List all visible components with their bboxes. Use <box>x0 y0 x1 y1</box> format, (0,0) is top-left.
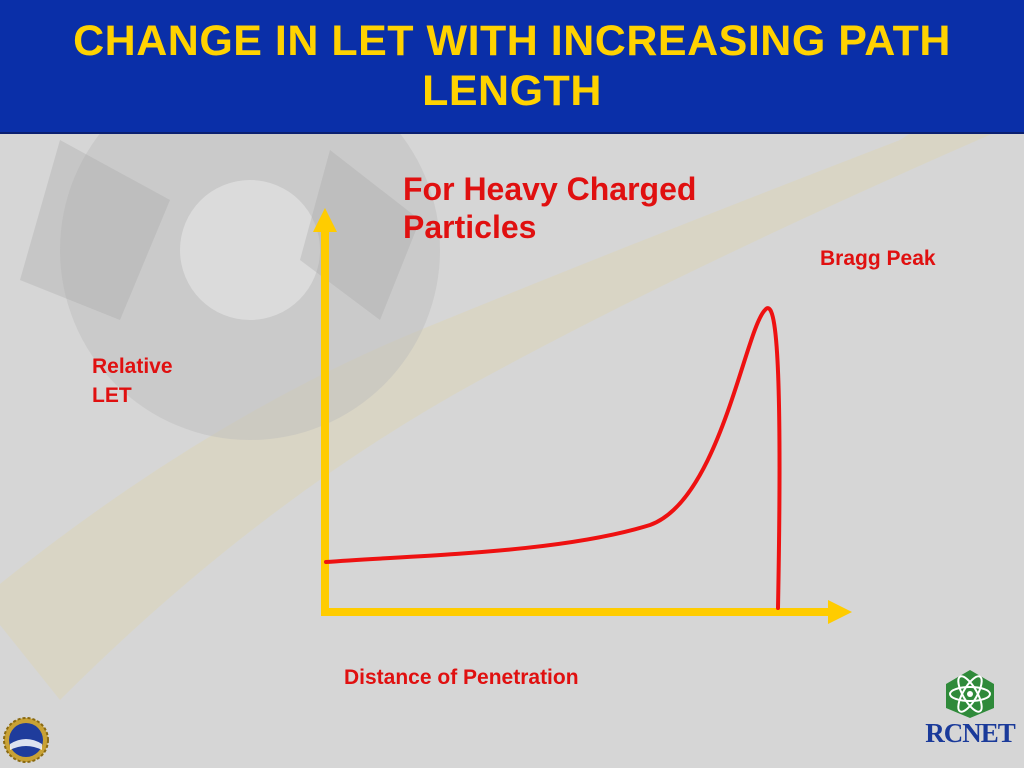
x-axis <box>321 600 852 624</box>
x-axis-arrowhead <box>828 600 852 624</box>
diagram-subtitle: For Heavy Charged Particles <box>403 171 697 245</box>
title-banner: CHANGE IN LET WITH INCREASING PATH LENGT… <box>0 0 1024 134</box>
rcnet-logo-icon <box>946 670 994 718</box>
y-axis-arrowhead <box>313 208 337 232</box>
bragg-peak-label: Bragg Peak <box>820 247 936 270</box>
y-axis-label: Relative LET <box>92 355 173 407</box>
nsf-logo-icon <box>3 717 49 763</box>
y-axis <box>313 208 337 612</box>
rcnet-logo: RCNET <box>918 668 1022 766</box>
slide-title: CHANGE IN LET WITH INCREASING PATH LENGT… <box>73 17 951 115</box>
bragg-curve <box>324 306 782 610</box>
rcnet-wordmark: RCNET <box>925 718 1016 748</box>
x-axis-label: Distance of Penetration <box>344 666 579 689</box>
